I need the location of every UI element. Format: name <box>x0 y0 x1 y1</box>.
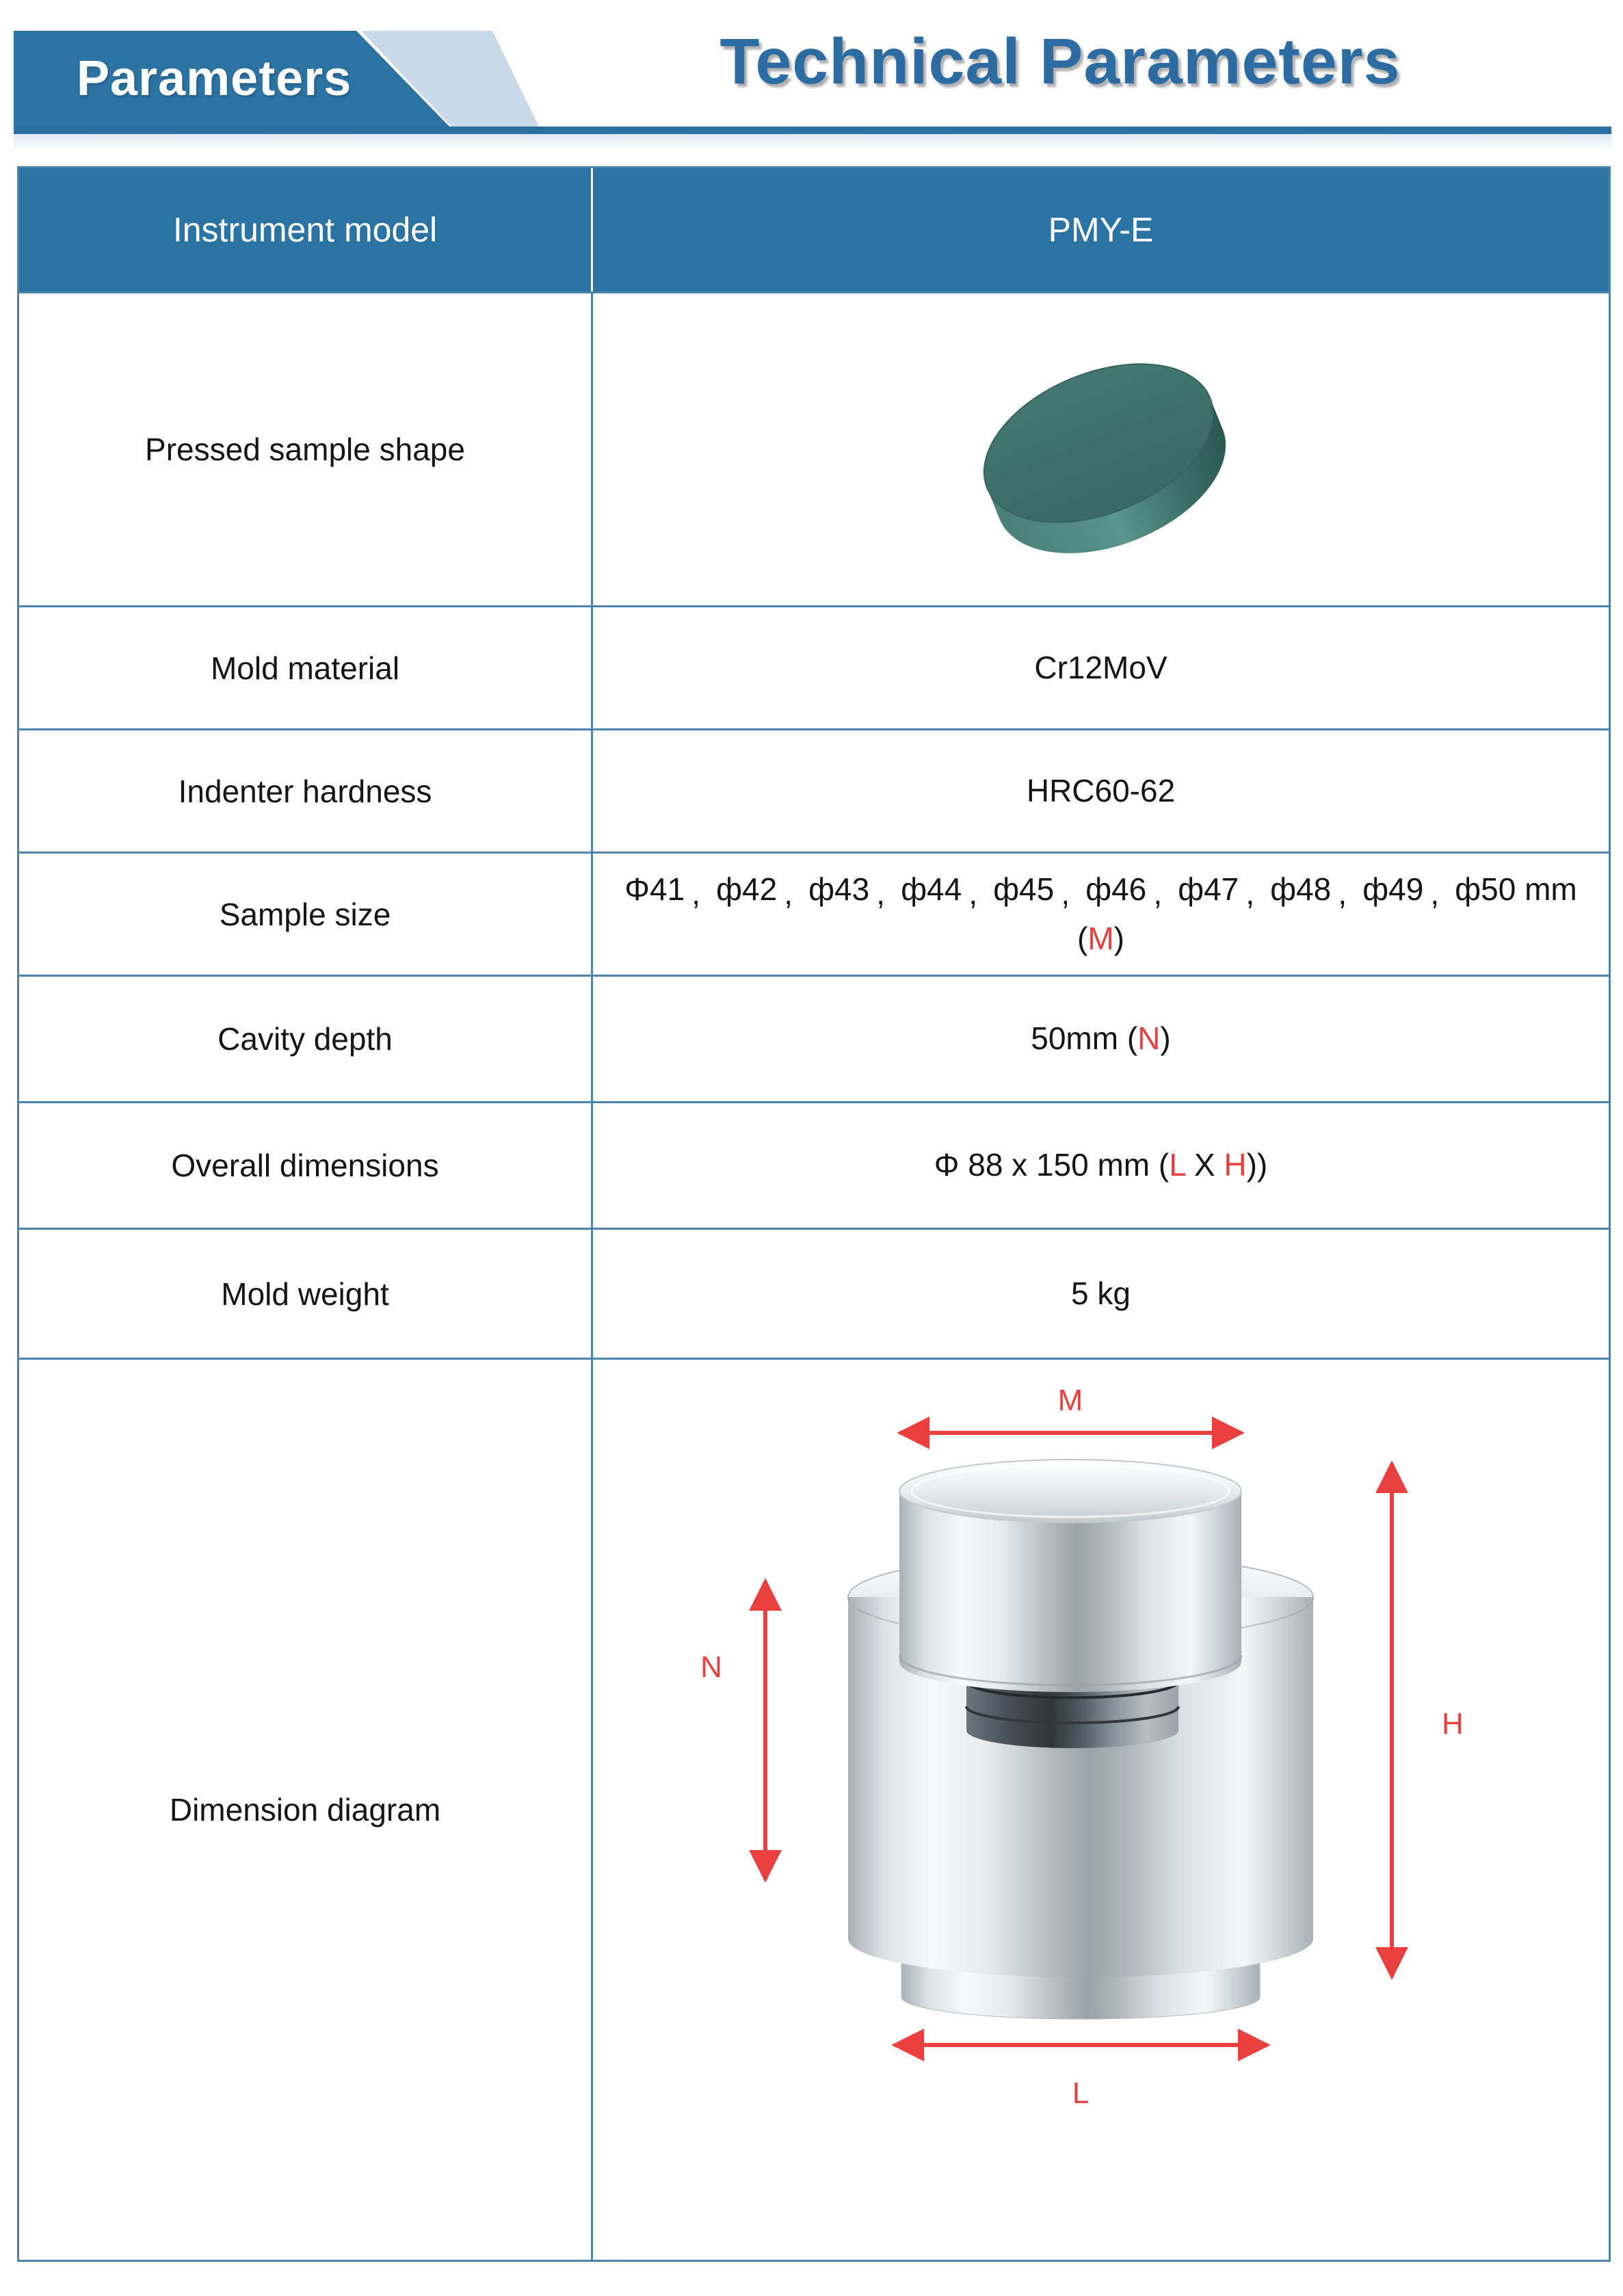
value-text: X <box>1185 1147 1224 1183</box>
red-dimension-letter: H <box>1224 1147 1247 1183</box>
value-text-wrap: Φ 88 x 150 mm (L X H)) <box>934 1141 1268 1189</box>
header-cell-value: PMY-E <box>1048 211 1154 249</box>
table-row: Dimension diagram <box>19 1358 1609 2260</box>
value-text: Cr12MoV <box>1034 649 1167 685</box>
enumeration-comma: 、 <box>1054 871 1085 907</box>
row-value: Φ41、ф42、ф43、ф44、ф45、ф46、ф47、ф48、ф49、ф50 … <box>593 854 1609 975</box>
row-value <box>593 293 1609 605</box>
row-value: 5 kg <box>593 1230 1609 1358</box>
page-title: Technical Parameters <box>720 25 1401 98</box>
table-row: Sample size Φ41、ф42、ф43、ф44、ф45、ф46、ф47、ф… <box>19 852 1609 975</box>
banner-label: Parameters <box>77 51 352 106</box>
mold-plunger-cylinder <box>898 1458 1242 1692</box>
value-text: HRC60-62 <box>1026 772 1176 808</box>
row-value: M N H L <box>593 1360 1609 2260</box>
table-header-row: Instrument model PMY-E <box>19 168 1609 291</box>
table-row: Mold material Cr12MoV <box>19 605 1609 728</box>
table-row: Pressed sample shape <box>19 291 1609 605</box>
row-value: 50mm (N) <box>593 977 1609 1101</box>
section-banner: Parameters <box>14 31 575 127</box>
row-label: Sample size <box>19 854 593 975</box>
value-text: )) <box>1246 1147 1268 1183</box>
row-value: HRC60-62 <box>593 730 1609 852</box>
value-text-wrap: 5 kg <box>1071 1269 1131 1318</box>
header-cell-model: Instrument model <box>19 168 593 291</box>
enumeration-comma: 、 <box>962 871 993 907</box>
value-text: 50mm ( <box>1031 1020 1138 1057</box>
enumeration-comma: 、 <box>685 871 716 907</box>
red-dimension-letter: L <box>1169 1147 1186 1183</box>
table-row: Mold weight 5 kg <box>19 1228 1609 1358</box>
table-body: Pressed sample shape Mold material Cr12Mo… <box>19 291 1609 2260</box>
l-dim-label: L <box>1072 2076 1088 2110</box>
table-row: Overall dimensions Φ 88 x 150 mm (L X H)) <box>19 1101 1609 1228</box>
row-label: Cavity depth <box>19 977 593 1101</box>
enumeration-comma: 、 <box>1423 871 1455 907</box>
m-dim-label: M <box>1057 1384 1083 1417</box>
parameters-table: Instrument model PMY-E Pressed sample sh… <box>17 166 1611 2262</box>
value-text: Φ41、ф42、ф43、ф44、ф45、ф46、ф47、ф48、ф49、ф50 … <box>624 871 1577 956</box>
row-value: Cr12MoV <box>593 607 1609 728</box>
banner-underline-bar <box>14 127 1611 134</box>
table-row: Indenter hardness HRC60-62 <box>19 728 1609 852</box>
enumeration-comma: 、 <box>869 871 901 907</box>
value-text: ) <box>1113 920 1124 956</box>
banner-underline-shadow <box>14 134 1611 150</box>
red-dimension-letter: N <box>1137 1020 1161 1057</box>
row-label: Mold weight <box>19 1230 593 1358</box>
value-text-wrap: HRC60-62 <box>1027 767 1175 815</box>
n-dim-label: N <box>700 1650 722 1684</box>
pressed-sample-disc-image <box>983 363 1226 553</box>
value-text: Φ 88 x 150 mm ( <box>934 1147 1170 1183</box>
mold-dimension-diagram: M N H L <box>700 1384 1464 2110</box>
enumeration-comma: 、 <box>1146 871 1178 907</box>
value-text-wrap: 50mm (N) <box>1031 1014 1170 1063</box>
row-label: Indenter hardness <box>19 730 593 852</box>
value-text-wrap: Cr12MoV <box>1034 644 1167 692</box>
table-row: Cavity depth 50mm (N) <box>19 975 1609 1101</box>
value-text-wrap: Φ41、ф42、ф43、ф44、ф45、ф46、ф47、ф48、ф49、ф50 … <box>613 865 1588 963</box>
row-label: Pressed sample shape <box>19 293 593 605</box>
h-dim-label: H <box>1442 1707 1464 1741</box>
enumeration-comma: 、 <box>1239 871 1270 907</box>
enumeration-comma: 、 <box>777 871 808 907</box>
enumeration-comma: 、 <box>1331 871 1362 907</box>
row-label: Overall dimensions <box>19 1103 593 1228</box>
red-dimension-letter: M <box>1087 920 1114 956</box>
dimension-arrows <box>748 1416 1408 2061</box>
row-label: Dimension diagram <box>19 1360 593 2260</box>
row-value: Φ 88 x 150 mm (L X H)) <box>593 1103 1609 1228</box>
value-text: 5 kg <box>1071 1275 1131 1311</box>
row-label: Mold material <box>19 607 593 728</box>
value-text: ) <box>1160 1020 1171 1057</box>
